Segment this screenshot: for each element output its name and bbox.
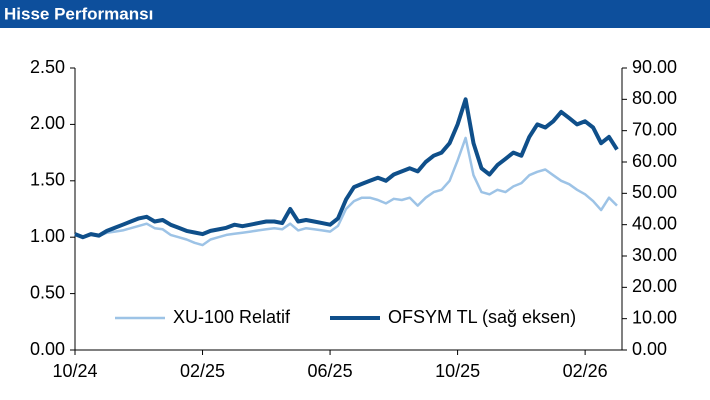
x-tick-label: 02/25 — [180, 361, 225, 381]
y2-tick-label: 30.00 — [632, 245, 677, 265]
y2-tick-label: 20.00 — [632, 276, 677, 296]
y-tick-label: 2.00 — [30, 113, 65, 133]
y-tick-label: 1.00 — [30, 226, 65, 246]
y2-tick-label: 0.00 — [632, 339, 667, 359]
y-tick-label: 2.50 — [30, 57, 65, 77]
legend-label: XU-100 Relatif — [173, 307, 291, 327]
y2-tick-label: 70.00 — [632, 119, 677, 139]
y2-tick-label: 50.00 — [632, 182, 677, 202]
x-tick-label: 10/25 — [435, 361, 480, 381]
y2-tick-label: 90.00 — [632, 57, 677, 77]
x-tick-label: 10/24 — [52, 361, 97, 381]
series-line — [74, 97, 619, 240]
legend-label: OFSYM TL (sağ eksen) — [388, 307, 576, 327]
y-tick-label: 0.50 — [30, 282, 65, 302]
y-tick-label: 0.00 — [30, 339, 65, 359]
y2-tick-label: 60.00 — [632, 151, 677, 171]
y2-tick-label: 80.00 — [632, 88, 677, 108]
y2-tick-label: 10.00 — [632, 307, 677, 327]
header-bar — [0, 0, 710, 28]
x-tick-label: 02/26 — [563, 361, 608, 381]
series-line — [74, 136, 618, 247]
y2-tick-label: 40.00 — [632, 213, 677, 233]
x-tick-label: 06/25 — [308, 361, 353, 381]
y-tick-label: 1.50 — [30, 170, 65, 190]
chart-title: Hisse Performansı — [4, 4, 153, 23]
